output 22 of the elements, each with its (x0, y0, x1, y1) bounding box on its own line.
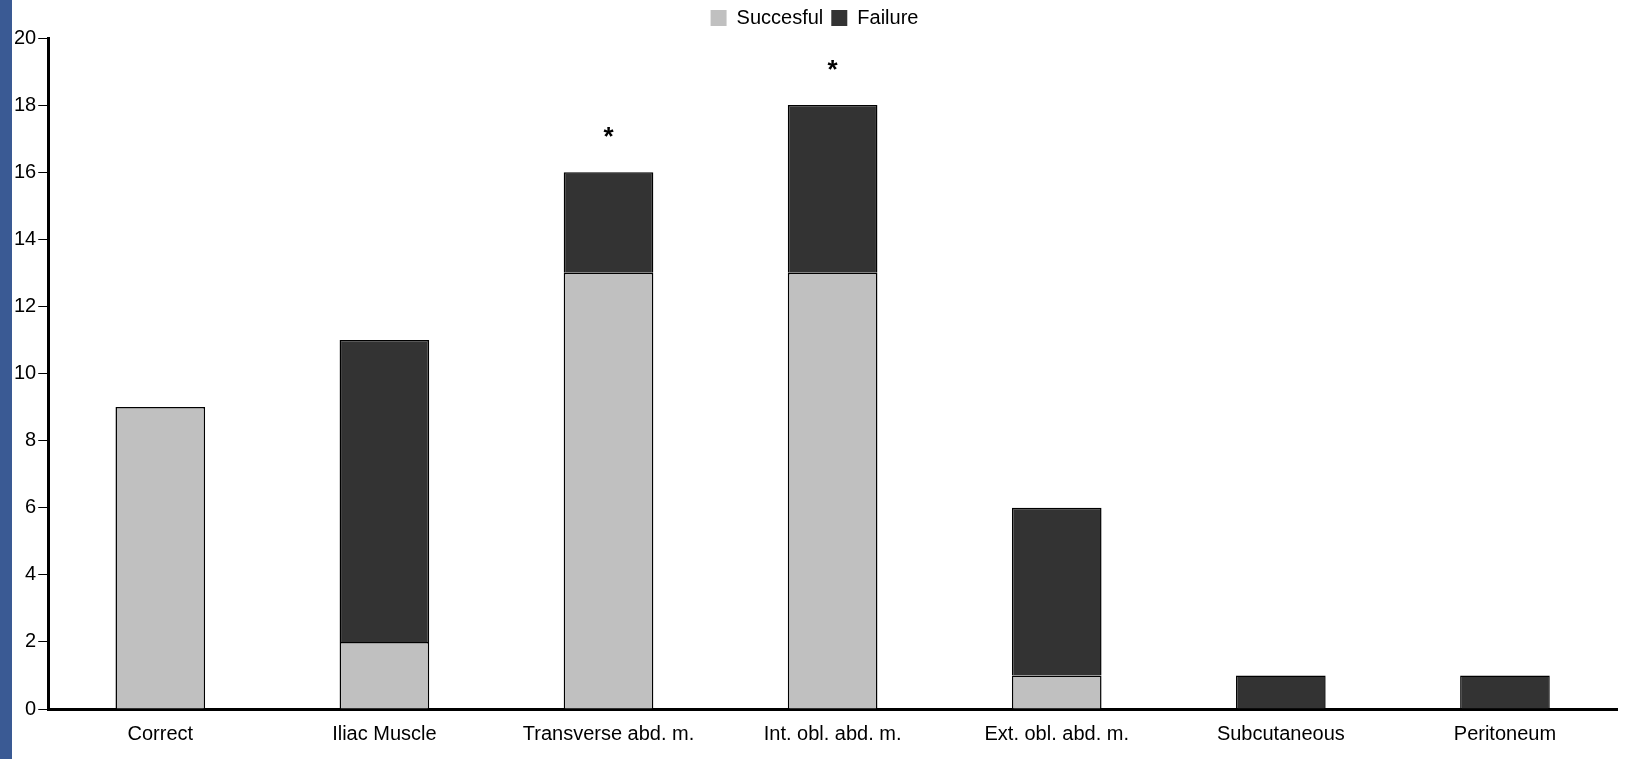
x-tick-label: Correct (127, 721, 194, 744)
y-tick-label: 10 (14, 361, 37, 384)
y-tick-label: 0 (25, 696, 37, 719)
y-tick-label: 20 (14, 25, 37, 48)
y-tick-label: 4 (25, 562, 37, 585)
y-tick-label: 8 (25, 428, 37, 451)
y-tick-label: 2 (25, 629, 37, 652)
x-tick-label: Peritoneum (1453, 721, 1557, 744)
x-tick-label: Int. obl. abd. m. (763, 721, 902, 744)
x-tick-label: Subcutaneous (1216, 721, 1345, 744)
legend-label: Failure (857, 5, 919, 28)
x-tick-label: Transverse abd. m. (522, 721, 695, 744)
legend-label: Succesful (736, 5, 824, 28)
y-tick-label: 18 (14, 92, 37, 115)
x-tick-label: Ext. obl. abd. m. (984, 721, 1129, 744)
y-tick-label: 14 (14, 226, 37, 249)
y-tick-label: 6 (25, 495, 37, 518)
x-tick-label: Iliac Muscle (332, 721, 437, 744)
annotation: * (827, 54, 839, 85)
y-tick-label: 16 (14, 159, 37, 182)
annotation: * (603, 121, 615, 152)
y-tick-label: 12 (14, 293, 37, 316)
